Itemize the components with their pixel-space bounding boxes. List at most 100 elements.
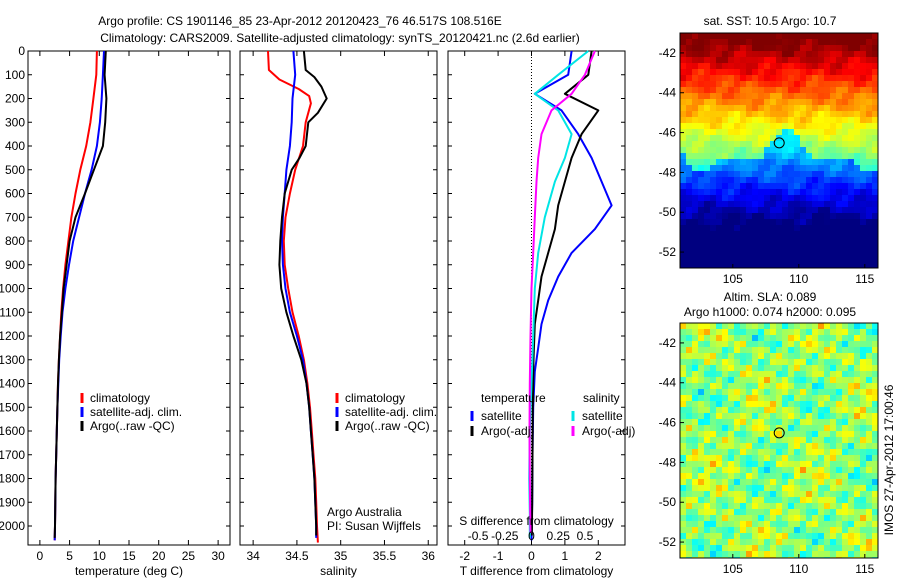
- map-sst-cell: [824, 225, 831, 232]
- map-sst-cell: [698, 165, 705, 172]
- map-sst-cell: [752, 63, 759, 70]
- map-sst-cell: [866, 219, 873, 226]
- map-sst-cell: [806, 177, 813, 184]
- map-sst-cell: [800, 105, 807, 112]
- map-sla-cell: [722, 521, 729, 528]
- map-sla-cell: [740, 413, 747, 420]
- map-sla-cell: [806, 479, 813, 486]
- map-sst-cell: [812, 159, 819, 166]
- map-sst-cell: [680, 207, 687, 214]
- temperature-series-black: [53, 50, 108, 538]
- map-sla-cell: [752, 323, 759, 330]
- map-sst-cell: [812, 99, 819, 106]
- map-sst-cell: [746, 81, 753, 88]
- map-sla-cell: [758, 389, 765, 396]
- map-sst-cell: [734, 249, 741, 256]
- map-sst-cell: [836, 111, 843, 118]
- map-sst-cell: [734, 93, 741, 100]
- map-sst-cell: [866, 63, 873, 70]
- map-sst-cell: [830, 39, 837, 46]
- map-sst-cell: [776, 153, 783, 160]
- map-sst-cell: [710, 231, 717, 238]
- map-sst-cell: [806, 165, 813, 172]
- map-sst-cell: [710, 75, 717, 82]
- map-sla-ytick-label: -42: [659, 336, 677, 350]
- map-sst-cell: [692, 213, 699, 220]
- map-sla-cell: [818, 545, 825, 552]
- map-sst-cell: [788, 117, 795, 124]
- map-sst-cell: [710, 129, 717, 136]
- map-sla-cell: [770, 473, 777, 480]
- map-sst-cell: [794, 237, 801, 244]
- map-sla-cell: [806, 347, 813, 354]
- diff-legend-label: satellite: [481, 409, 522, 423]
- map-sst-cell: [866, 93, 873, 100]
- map-sla-cell: [716, 491, 723, 498]
- map-sst-cell: [788, 189, 795, 196]
- map-sst-cell: [692, 171, 699, 178]
- map-sst-cell: [872, 159, 879, 166]
- map-sla-ytick-label: -46: [659, 416, 677, 430]
- map-sla-cell: [800, 527, 807, 534]
- temperature-xtick-label: 5: [66, 549, 73, 563]
- map-sla-cell: [842, 437, 849, 444]
- map-sst-cell: [806, 261, 813, 268]
- map-sla-cell: [836, 425, 843, 432]
- map-sla-cell: [830, 341, 837, 348]
- map-sst-cell: [794, 171, 801, 178]
- map-sla-cell: [698, 509, 705, 516]
- map-sla-cell: [752, 401, 759, 408]
- map-sst-cell: [758, 141, 765, 148]
- map-sla-cell: [800, 485, 807, 492]
- map-sla-cell: [866, 449, 873, 456]
- map-sla-cell: [812, 473, 819, 480]
- map-sla-cell: [770, 389, 777, 396]
- map-sst-cell: [752, 51, 759, 58]
- map-sla-cell: [836, 449, 843, 456]
- map-sst-cell: [722, 237, 729, 244]
- map-sst-cell: [746, 93, 753, 100]
- map-sla-cell: [740, 521, 747, 528]
- map-sla-cell: [698, 533, 705, 540]
- map-sla-cell: [710, 419, 717, 426]
- map-sla-cell: [704, 365, 711, 372]
- map-sla-cell: [716, 341, 723, 348]
- map-sla-cell: [770, 479, 777, 486]
- map-sla-cell: [794, 485, 801, 492]
- map-sla-cell: [854, 401, 861, 408]
- map-sla-cell: [800, 515, 807, 522]
- map-sla-cell: [782, 359, 789, 366]
- map-sst-cell: [710, 93, 717, 100]
- map-sla-cell: [776, 497, 783, 504]
- map-sst-cell: [746, 99, 753, 106]
- map-sla-cell: [782, 425, 789, 432]
- map-sla-cell: [698, 413, 705, 420]
- map-sla-cell: [698, 365, 705, 372]
- map-sla-cell: [824, 449, 831, 456]
- map-sla-cell: [872, 323, 879, 330]
- map-sla-cell: [776, 341, 783, 348]
- map-sla-cell: [758, 371, 765, 378]
- map-sla-cell: [740, 323, 747, 330]
- map-sst-cell: [788, 81, 795, 88]
- map-sst-cell: [800, 165, 807, 172]
- map-sla-cell: [716, 551, 723, 558]
- map-sla-cell: [800, 431, 807, 438]
- map-sst-cell: [764, 189, 771, 196]
- map-sst-cell: [836, 243, 843, 250]
- map-sla-cell: [698, 479, 705, 486]
- map-sla-cell: [680, 413, 687, 420]
- map-sst-cell: [680, 159, 687, 166]
- map-sst-cell: [758, 243, 765, 250]
- map-sst-cell: [698, 123, 705, 130]
- map-sla-cell: [740, 509, 747, 516]
- map-sst-cell: [746, 189, 753, 196]
- map-sst-cell: [806, 213, 813, 220]
- map-sla-cell: [734, 407, 741, 414]
- map-sla-cell: [764, 509, 771, 516]
- map-sst-cell: [842, 87, 849, 94]
- map-sla-cell: [758, 527, 765, 534]
- map-sst-cell: [752, 171, 759, 178]
- map-sst-cell: [860, 69, 867, 76]
- map-sst-cell: [848, 225, 855, 232]
